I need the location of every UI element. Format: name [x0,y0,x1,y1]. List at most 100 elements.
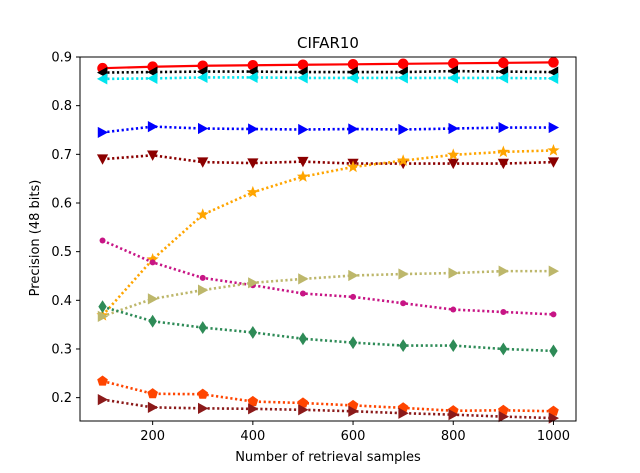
y-tick-label: 0.6 [51,196,72,211]
y-tick-label: 0.9 [51,51,72,66]
series-seagreen-point [549,344,558,358]
series-blue-point [97,126,109,139]
series-orangered-point [548,405,559,416]
plot-area [96,57,560,424]
series-khaki-point [348,269,359,282]
series-darkred-point [247,158,259,169]
x-axis: 200 400 600 800 1000 [140,421,570,444]
series-red-point [347,58,359,70]
series-red-point [447,58,459,69]
series-seagreen-point [248,325,258,339]
series-red-point [548,57,559,68]
series-blue-point [147,120,159,133]
series-magenta-point [199,274,206,281]
series-brown-point [398,407,409,419]
series-brown-point [298,404,309,416]
series-orangered-point [97,375,108,386]
series-orange-point [246,185,259,198]
series-seagreen-line [102,305,554,353]
series-orangered-point [147,388,158,399]
y-tick-label: 0.2 [51,391,72,406]
series-darkred-point [547,157,560,168]
series-orange-point [346,160,360,173]
series-red-line [102,61,554,70]
series-khaki-point [248,277,259,289]
series-seagreen-point [298,332,308,346]
series-khaki-line [102,269,554,318]
chart-title: CIFAR10 [297,34,359,52]
series-cyan-point [397,72,408,84]
y-tick-label: 0.4 [51,294,72,309]
series-brown-point [348,405,359,417]
series-magenta-point [99,237,106,244]
series-magenta-point [400,300,407,307]
series-magenta-point [299,290,306,297]
series-magenta-line [102,239,554,316]
series-orange-point [146,252,159,265]
series-cyan-point [147,72,158,85]
series-seagreen-point [348,336,358,350]
series-magenta-point [149,259,156,266]
series-khaki-point [197,284,209,296]
series-orangered-point [197,388,209,399]
series-orange-point [447,148,460,161]
series-orangered-point [297,397,309,408]
series-red-point [498,57,509,69]
x-tick-label: 200 [140,429,165,444]
series-khaki-point [498,265,509,277]
series-red-point [297,59,309,71]
series-orange-point [547,143,560,156]
series-blue-point [298,123,309,136]
series-seagreen-point [449,339,458,353]
axes-frame [79,56,577,422]
series-cyan-point [547,72,559,85]
series-darkred-point [447,158,459,170]
series-cyan-line [102,76,554,81]
series-cyan-point [347,72,358,84]
series-khaki-point [448,267,459,279]
series-cyan-point [497,72,509,84]
series-seagreen-point [398,339,408,353]
series-brown-point [97,393,109,406]
series-brown-point [448,409,459,421]
series-brown-point [248,403,259,415]
series-khaki-point [147,293,159,305]
series-seagreen-point [499,342,508,356]
series-brown-point [197,402,209,414]
series-cyan-point [447,72,459,84]
series-blue-point [248,123,259,135]
series-darkred-point [497,158,509,170]
series-orangered-line [102,379,554,413]
series-blue-point [197,122,209,135]
series-khaki [97,265,560,322]
series-cyan-point [247,71,258,84]
series-orange-point [497,145,510,158]
series-orangered-point [247,395,259,407]
y-tick-label: 0.3 [51,342,72,357]
series-cyan-point [96,73,108,85]
series-magenta-point [350,293,357,300]
series-magenta-point [550,311,557,318]
series-brown-point [498,411,509,423]
series-darkred-point [297,156,309,168]
series-orange [96,143,560,321]
y-tick-label: 0.8 [51,99,72,114]
series-brown [97,393,560,424]
y-tick-label: 0.7 [51,148,72,163]
series-brown-point [147,401,159,413]
series-blue-line [102,125,554,134]
series-black-line [102,69,554,74]
series-blue-point [398,123,409,136]
series-blue-point [548,121,560,134]
series-orangered [97,375,559,416]
series-brown-line [102,398,554,420]
x-tick-label: 600 [341,429,366,444]
series-darkred-point [397,158,409,170]
series-magenta-point [500,308,507,315]
series-darkred-point [147,150,159,161]
x-axis-label: Number of retrieval samples [235,450,421,465]
series-khaki-point [298,273,309,285]
y-tick-label: 0.5 [51,245,72,260]
series-blue-point [348,123,359,135]
